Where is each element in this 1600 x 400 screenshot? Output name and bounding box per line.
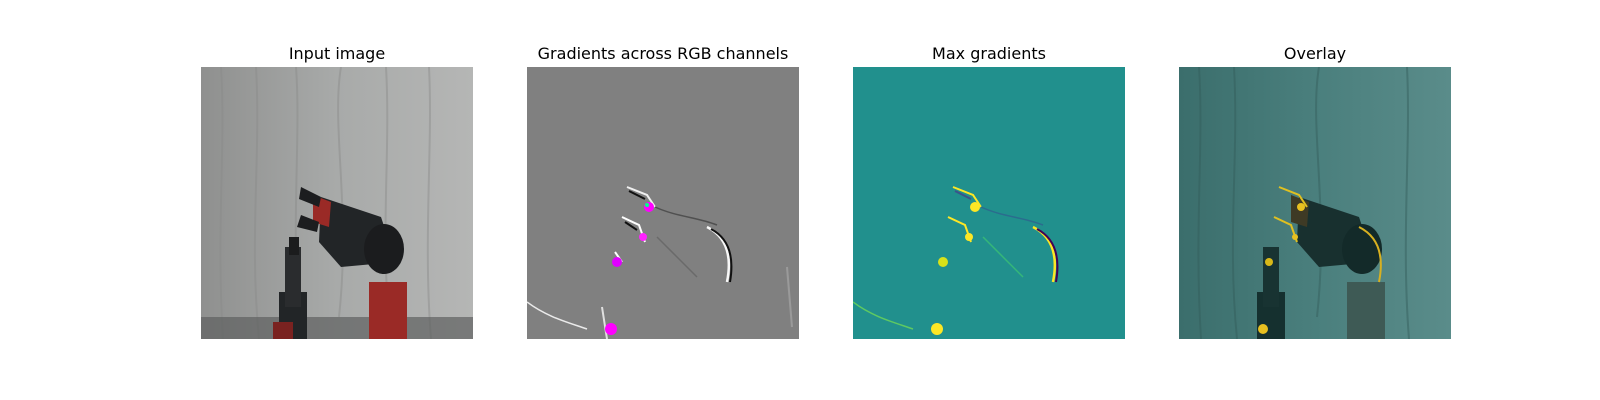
- input-image: [201, 67, 473, 339]
- overlay-image: [1179, 67, 1451, 339]
- max-gradient-background: [853, 67, 1125, 339]
- max-gradient-highlight: [970, 202, 980, 212]
- panel-title: Overlay: [1283, 44, 1347, 63]
- gradient-background: [527, 67, 799, 339]
- rgb-gradient-image: [527, 67, 799, 339]
- panel-title: Max gradients: [932, 44, 1046, 63]
- panel-title: Gradients across RGB channels: [537, 44, 789, 63]
- panel-overlay: Overlay: [1179, 40, 1451, 339]
- max-gradient-image: [853, 67, 1125, 339]
- panel-title: Input image: [288, 44, 386, 63]
- robot-arm: [273, 187, 407, 339]
- panel-input-image: Input image: [201, 40, 473, 339]
- panel-max-gradients: Max gradients: [853, 40, 1125, 339]
- panel-rgb-gradients: Gradients across RGB channels: [527, 40, 799, 339]
- gradient-highlight: [644, 202, 654, 212]
